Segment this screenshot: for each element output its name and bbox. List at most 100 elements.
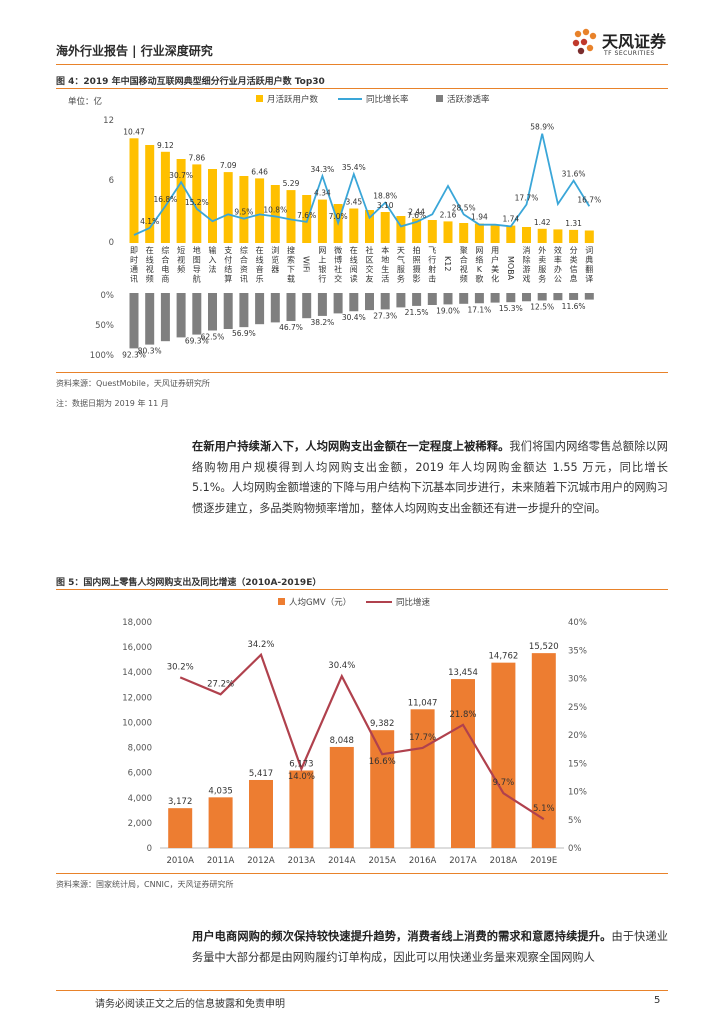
gmv-bar [491, 662, 516, 848]
figure5-bottom-rule [56, 873, 668, 874]
penetration-bar [317, 293, 327, 316]
penetration-bar [302, 293, 312, 319]
growth-label: 35.4% [342, 163, 366, 172]
gmv-bar [289, 770, 314, 848]
mau-bar [160, 151, 170, 243]
penetration-bar [427, 293, 437, 305]
y-left-tick: 12,000 [122, 693, 152, 703]
penetration-bar [349, 293, 359, 312]
gmv-bar [168, 808, 193, 848]
yoy-label: 14.0% [288, 772, 315, 782]
category-label: 用户美化 [491, 246, 499, 284]
y-left-tick: 6,000 [128, 769, 152, 779]
gmv-bar [249, 779, 273, 848]
yoy-label: 34.2% [247, 640, 274, 650]
penetration-bar [537, 293, 547, 301]
yoy-label: 21.8% [449, 710, 476, 720]
penetration-bar [239, 293, 249, 328]
y-tick-top: 12 [103, 116, 114, 126]
penetration-label: 19.0% [436, 306, 460, 315]
penetration-label: 69.3% [185, 337, 209, 346]
mau-bar [443, 221, 453, 243]
logo-name-en: TF SECURITIES [604, 50, 655, 57]
category-label: 即时通讯 [130, 246, 138, 284]
mau-bar [317, 199, 327, 243]
y-left-tick: 4,000 [128, 794, 152, 804]
category-label: 拍照摄影 [413, 245, 421, 284]
penetration-bar [506, 293, 516, 303]
y-right-tick: 20% [568, 731, 587, 741]
gmv-bar [410, 709, 435, 848]
category-label: 输入法 [209, 245, 217, 274]
mau-label: 3.45 [345, 198, 362, 207]
mau-label: 7.09 [220, 161, 237, 170]
report-header-title: 海外行业报告 | 行业深度研究 [56, 44, 213, 58]
penetration-bar [129, 293, 139, 349]
penetration-label: 46.7% [279, 323, 303, 332]
gmv-bar [370, 730, 395, 848]
growth-label: 15.2% [185, 198, 209, 207]
mau-bar [176, 159, 186, 243]
yoy-label: 16.6% [369, 757, 396, 767]
category-label: WiFi [302, 256, 311, 272]
footer-disclaimer: 请务必阅读正文之后的信息披露和免责申明 [95, 999, 285, 1010]
legend-mau-swatch [256, 95, 263, 102]
category-label: 网络 K 歌 [475, 246, 483, 284]
penetration-label: 30.4% [342, 313, 366, 322]
y-tick-bottom: 50% [95, 321, 114, 331]
mau-label: 2.44 [408, 208, 425, 217]
yoy-label: 9.7% [493, 778, 515, 788]
y-left-tick: 8,000 [128, 744, 152, 754]
growth-line [133, 133, 591, 236]
mau-bar [239, 176, 249, 243]
mau-bar [569, 229, 579, 243]
category-label: 浏览器 [271, 245, 279, 274]
penetration-bar [522, 293, 531, 302]
x-category-label: 2012A [247, 856, 275, 866]
x-category-label: 2016A [409, 856, 437, 866]
growth-label: 17.7% [515, 194, 539, 203]
growth-label: 7.0% [329, 212, 348, 221]
gmv-label: 4,035 [208, 786, 232, 796]
penetration-label: 92.3% [122, 350, 146, 359]
mau-bar [537, 228, 547, 243]
mau-bar [396, 216, 406, 243]
mau-label: 10.47 [123, 127, 145, 136]
paragraph-1-text: 我们将国内网络零售总额除以网络购物用户规模得到人均网购支出金额，2019 年人均… [192, 440, 668, 515]
gmv-bar [208, 797, 233, 848]
growth-label: 58.9% [530, 123, 554, 132]
penetration-bar [192, 293, 202, 335]
category-label: 网上银行 [318, 246, 326, 284]
y-right-tick: 0% [568, 844, 582, 854]
mau-bar [522, 227, 531, 243]
mau-bar [474, 223, 484, 243]
penetration-bar [255, 293, 265, 325]
paragraph-1-lead: 在新用户持续渐入下，人均网购支出金额在一定程度上被稀释。 [192, 440, 510, 453]
mau-label: 7.86 [188, 153, 205, 162]
footer-rule [56, 990, 668, 991]
gmv-label: 3,172 [168, 797, 192, 807]
mau-bar [412, 218, 422, 243]
figure4-source: 资料来源：QuestMobile，天风证券研究所 [56, 379, 210, 388]
mau-bar [365, 210, 374, 243]
mau-bar [129, 138, 139, 243]
penetration-label: 27.3% [373, 311, 397, 320]
penetration-bar [443, 293, 453, 305]
figure4-title: 图 4：2019 年中国移动互联网典型细分行业月活跃用户数 Top30 [56, 77, 325, 87]
penetration-bar [553, 293, 563, 301]
x-category-label: 2015A [368, 856, 396, 866]
gmv-label: 5,417 [249, 769, 273, 779]
logo-mark-icon [572, 28, 597, 55]
gmv-label: 8,048 [330, 736, 354, 746]
paragraph-2-text: 由于快递业务量中大部分都是由网购履约订单构成，因此可以用快递业务量来观察全国网购… [192, 930, 668, 964]
logo-name: 天风证券 [602, 32, 667, 51]
penetration-bar [474, 293, 484, 304]
y-tick-bottom: 0% [101, 291, 115, 301]
category-label: 词典翻译 [585, 246, 593, 284]
growth-label: 28.5% [452, 203, 476, 212]
category-label: 短视频 [177, 245, 185, 274]
mau-bar [553, 229, 563, 243]
figure5-source: 资料来源：国家统计局，CNNIC，天风证券研究所 [56, 880, 234, 889]
x-category-label: 2018A [490, 856, 518, 866]
penetration-bar [176, 293, 186, 338]
